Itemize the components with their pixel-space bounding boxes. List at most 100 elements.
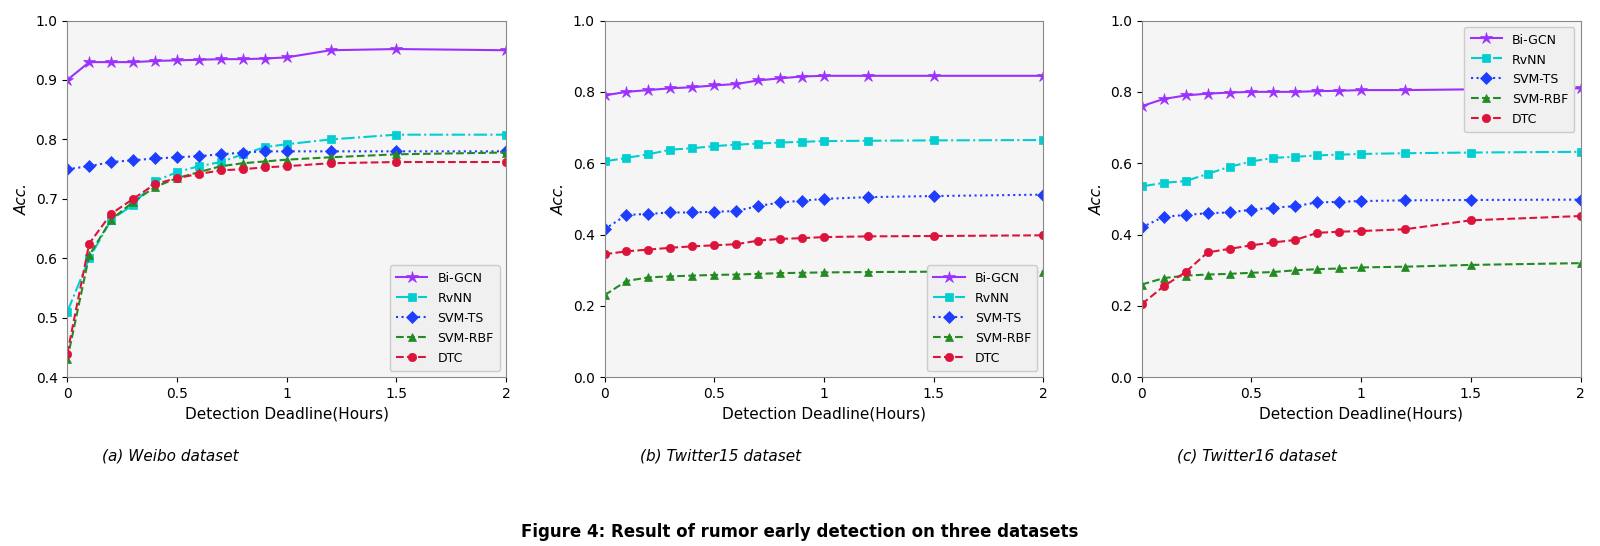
RvNN [1571,149,1590,155]
SVM-TS [80,163,99,169]
Line: RvNN: RvNN [1138,147,1584,191]
RvNN [123,201,142,208]
SVM-TS [726,208,746,215]
RvNN [1330,151,1349,158]
Line: Bi-GCN: Bi-GCN [598,69,1050,102]
Line: SVM-TS: SVM-TS [600,191,1048,233]
SVM-TS [792,198,811,204]
Line: SVM-TS: SVM-TS [1138,195,1584,232]
DTC [792,235,811,241]
Bi-GCN [618,88,637,95]
DTC [1395,226,1414,233]
Bi-GCN [1264,88,1283,95]
Bi-GCN [814,73,834,79]
Legend: Bi-GCN, RvNN, SVM-TS, SVM-RBF, DTC: Bi-GCN, RvNN, SVM-TS, SVM-RBF, DTC [390,265,499,371]
SVM-RBF [1395,263,1414,270]
SVM-TS [661,209,680,216]
Bi-GCN [254,55,274,62]
SVM-TS [277,148,296,155]
Bi-GCN [189,56,208,63]
Text: Figure 4: Result of rumor early detection on three datasets: Figure 4: Result of rumor early detectio… [522,523,1078,541]
RvNN [322,136,341,143]
Text: (a) Weibo dataset: (a) Weibo dataset [102,449,238,464]
RvNN [771,139,790,146]
RvNN [749,140,768,147]
Line: RvNN: RvNN [600,136,1048,165]
SVM-RBF [496,149,515,156]
Bi-GCN [1461,86,1480,93]
RvNN [618,155,637,161]
Line: SVM-TS: SVM-TS [62,147,510,173]
RvNN [661,146,680,153]
RvNN [683,145,702,152]
RvNN [277,141,296,147]
SVM-RBF [726,271,746,278]
SVM-TS [1307,199,1326,206]
RvNN [1154,180,1173,186]
RvNN [168,169,187,175]
DTC [661,245,680,251]
Line: DTC: DTC [600,231,1048,258]
Bi-GCN [749,77,768,84]
Bi-GCN [387,46,406,52]
Bi-GCN [1286,88,1306,95]
SVM-RBF [101,216,120,223]
SVM-RBF [1133,281,1152,288]
DTC [618,248,637,254]
DTC [1461,217,1480,224]
Line: SVM-RBF: SVM-RBF [1138,259,1584,289]
X-axis label: Detection Deadline(Hours): Detection Deadline(Hours) [184,407,389,422]
SVM-RBF [814,269,834,276]
SVM-RBF [146,184,165,191]
DTC [277,163,296,169]
DTC [1154,283,1173,289]
Bi-GCN [1034,73,1053,79]
Line: Bi-GCN: Bi-GCN [61,43,512,86]
SVM-RBF [387,151,406,158]
SVM-RBF [1034,269,1053,275]
Text: (c) Twitter16 dataset: (c) Twitter16 dataset [1178,449,1336,464]
DTC [254,164,274,171]
SVM-RBF [1219,271,1238,277]
SVM-RBF [80,252,99,259]
Bi-GCN [726,81,746,87]
SVM-TS [146,155,165,162]
SVM-TS [123,157,142,164]
SVM-TS [58,166,77,173]
SVM-TS [189,153,208,159]
RvNN [1307,152,1326,159]
Bi-GCN [771,75,790,81]
DTC [1133,301,1152,307]
Line: SVM-RBF: SVM-RBF [62,149,510,364]
Y-axis label: Acc.: Acc. [14,183,30,215]
DTC [101,211,120,217]
DTC [726,241,746,247]
Bi-GCN [101,59,120,66]
DTC [1352,228,1371,234]
SVM-TS [254,148,274,155]
DTC [322,160,341,167]
Bi-GCN [146,58,165,64]
DTC [1219,246,1238,252]
SVM-TS [814,195,834,202]
SVM-TS [925,193,944,199]
DTC [1198,249,1218,256]
Line: Bi-GCN: Bi-GCN [1136,82,1587,112]
Y-axis label: Acc.: Acc. [552,183,568,215]
RvNN [1219,163,1238,170]
RvNN [146,178,165,185]
SVM-RBF [1571,260,1590,266]
RvNN [814,138,834,144]
DTC [1571,213,1590,219]
DTC [925,233,944,239]
Bi-GCN [168,57,187,64]
SVM-RBF [234,160,253,167]
RvNN [234,151,253,158]
SVM-RBF [1154,275,1173,281]
DTC [496,159,515,165]
SVM-TS [595,226,614,233]
Line: DTC: DTC [62,158,510,358]
SVM-RBF [1286,267,1306,274]
SVM-RBF [1352,264,1371,271]
DTC [704,242,723,248]
